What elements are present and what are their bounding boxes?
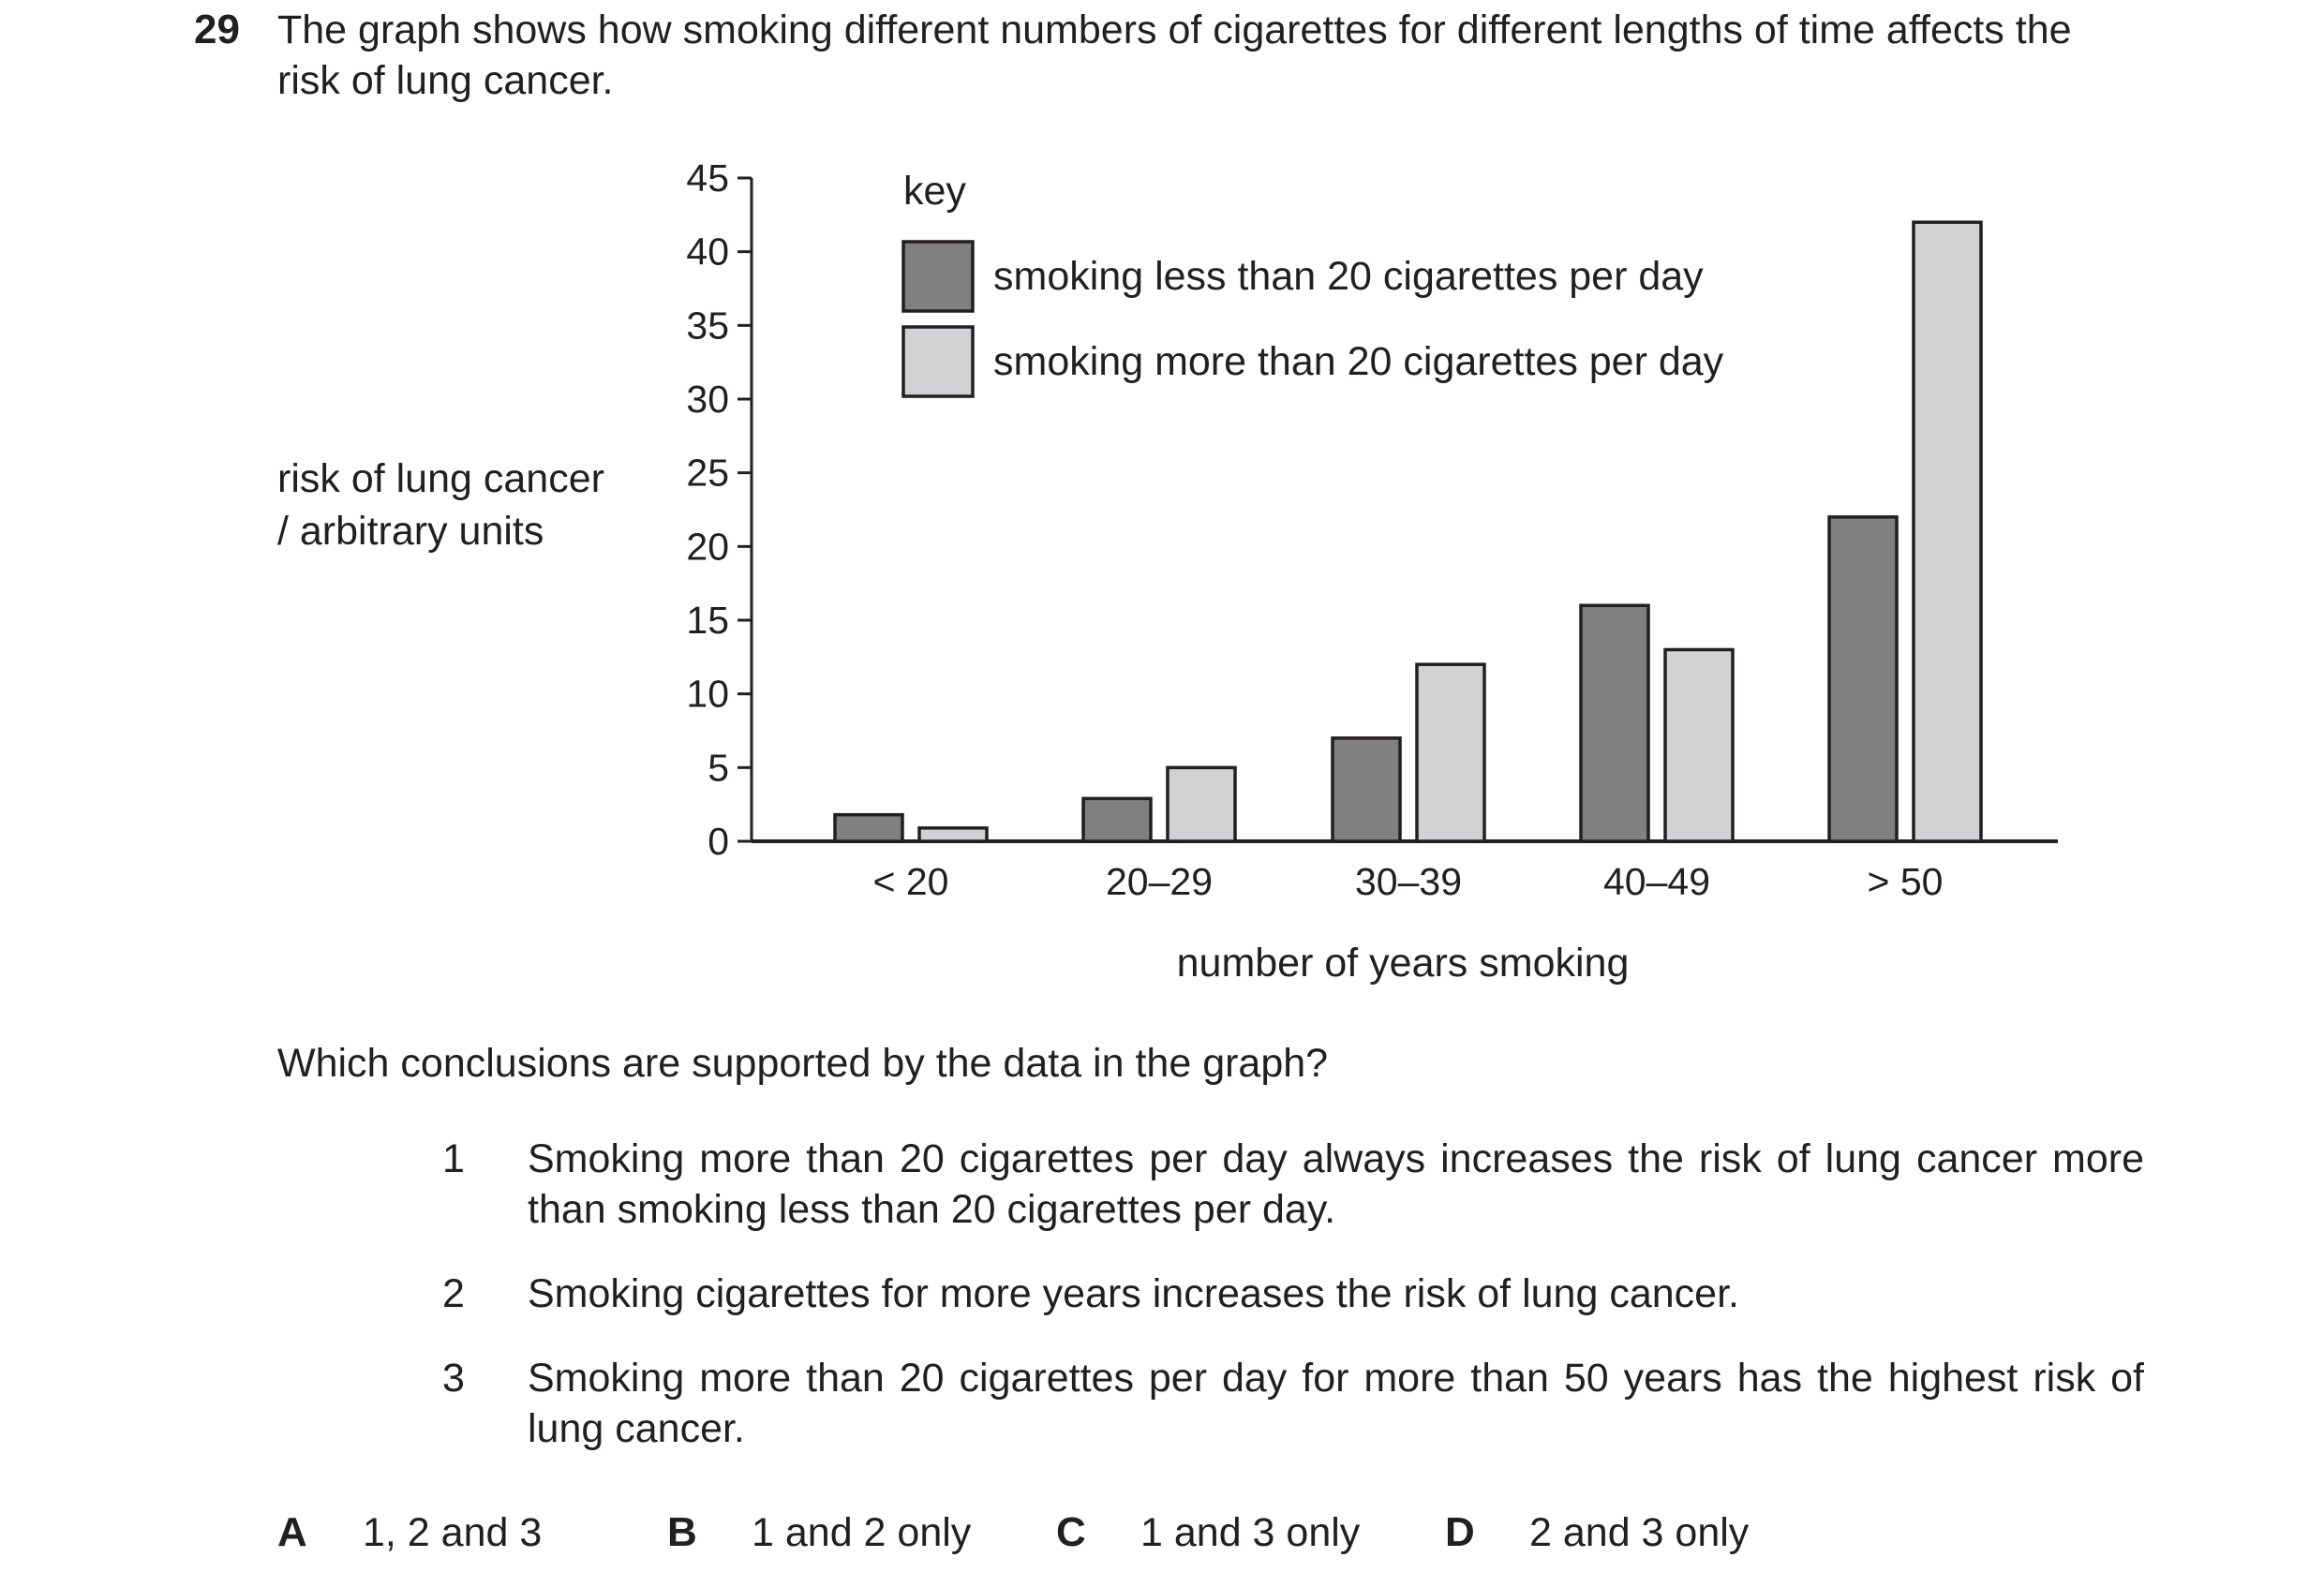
y-tick-label: 20 [686,525,729,568]
question-number: 29 [194,7,240,52]
option-a-letter[interactable]: A [277,1509,307,1555]
bar [1663,647,1735,843]
y-tick-label: 40 [686,230,729,274]
legend-title: key [903,169,966,214]
bar-chart: 0 5 10 15 20 25 30 35 40 45 < 20 20–29 30–39 40–49 > 5… [686,156,2058,986]
x-tick-label: 40–49 [1603,860,1710,903]
x-tick-label: 20–29 [1106,860,1213,903]
statement-2: 2 Smoking cigarettes for more years incr… [0,1268,2324,1316]
y-axis-label-line-1: risk of lung cancer [277,456,604,501]
bar [1579,603,1650,843]
option-d-letter[interactable]: D [1445,1509,1475,1555]
conclusion-prompt: Which conclusions are supported by the d… [277,1041,1329,1086]
legend-entry: smoking more than 20 cigarettes per day [993,339,1724,384]
statement-text: Smoking cigarettes for more years increa… [528,1271,1739,1316]
y-tick-label: 45 [686,156,729,200]
y-tick-label: 25 [686,452,729,495]
bar [917,826,989,843]
option-b-letter[interactable]: B [667,1509,697,1555]
y-tick-label: 5 [708,746,729,789]
option-b-text[interactable]: 1 and 2 only [752,1510,972,1555]
question-text: The graph shows how smoking different nu… [277,7,2072,103]
y-tick-label: 30 [686,378,729,421]
y-axis-label-line-2: / arbitrary units [277,509,544,554]
x-axis-label: number of years smoking [1177,941,1630,986]
bar [833,812,904,843]
statement-text: Smoking more than 20 cigarettes per day … [528,1356,2144,1451]
bar [1912,220,1983,843]
y-tick-label: 0 [708,820,729,863]
bar [1827,515,1899,843]
statement-number: 1 [442,1136,465,1181]
option-c-letter[interactable]: C [1056,1509,1086,1555]
statement-number: 3 [442,1356,465,1401]
statement-text: Smoking more than 20 cigarettes per day … [528,1136,2144,1232]
x-tick-label: 30–39 [1355,860,1462,903]
bar [1331,736,1402,843]
bar [1081,796,1153,843]
legend-entry: smoking less than 20 cigarettes per day [993,254,1704,299]
bar [1166,765,1237,843]
bar [1415,662,1486,843]
x-tick-label: < 20 [873,860,949,903]
y-axis-label: risk of lung cancer / arbitrary units [277,452,604,557]
option-a-text[interactable]: 1, 2 and 3 [363,1510,543,1555]
x-tick-label: > 50 [1868,860,1944,903]
y-tick-label: 35 [686,304,729,347]
answer-options: A 1, 2 and 3 B 1 and 2 only C 1 and 3 on… [0,1507,2324,1564]
statement-1: 1 Smoking more than 20 cigarettes per da… [0,1134,2324,1232]
statement-3: 3 Smoking more than 20 cigarettes per da… [0,1353,2324,1451]
y-tick-label: 15 [686,599,729,642]
option-d-text[interactable]: 2 and 3 only [1529,1510,1750,1555]
option-c-text[interactable]: 1 and 3 only [1140,1510,1361,1555]
legend-swatch [901,240,975,313]
statement-number: 2 [442,1271,465,1316]
y-tick-label: 10 [686,673,729,716]
legend-swatch [901,325,975,398]
